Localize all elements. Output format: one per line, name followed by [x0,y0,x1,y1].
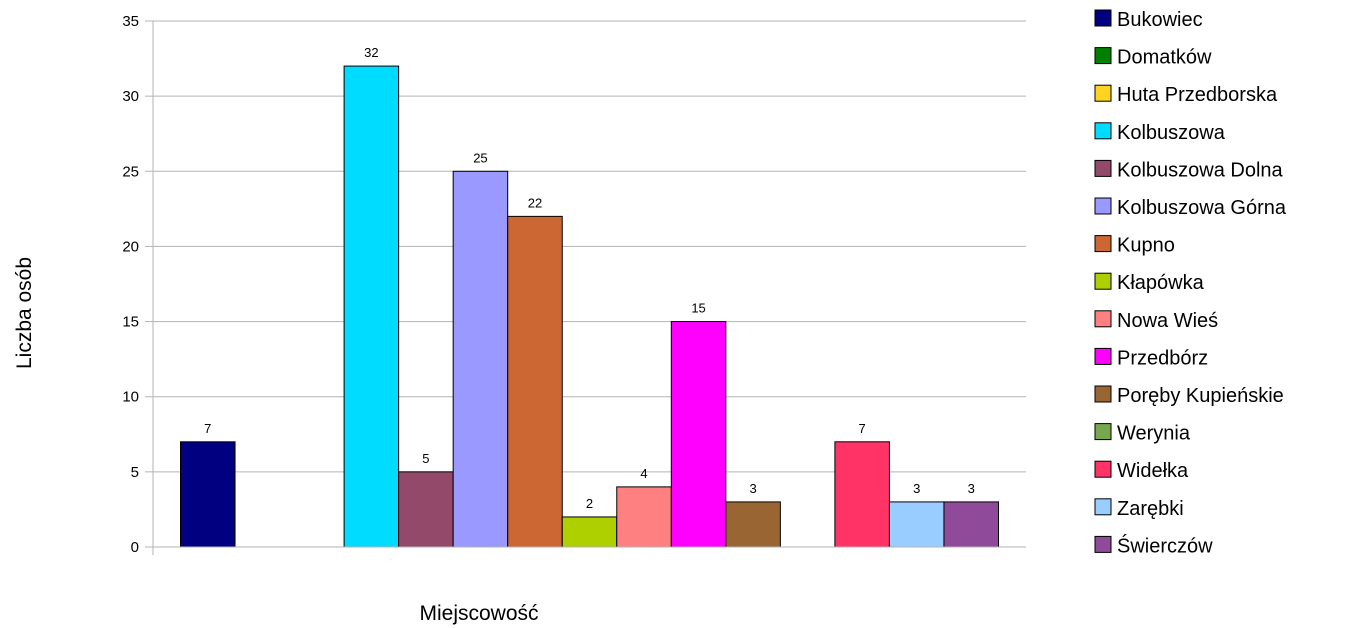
legend: Bukowiec Domatków Huta Przedborska Kolbuszo… [1094,9,1287,557]
y-tick-label: 0 [131,539,139,556]
data-label: 7 [204,421,211,436]
gridlines [153,20,1026,548]
y-tick-label: 15 [122,314,139,331]
bar-kolbuszowa-górna [452,170,509,548]
data-label: 15 [691,301,705,316]
bar-świerczów [943,501,1000,548]
x-axis-title: Miejscowość [419,602,538,625]
y-axis-ticks: 0 5 10 15 20 25 30 35 [122,13,153,556]
legend-swatch [1094,498,1112,516]
bar-zarębki [888,501,945,548]
bar-kolbuszowa-dolna [398,471,454,548]
y-tick-label: 10 [122,389,139,406]
legend-label: Huta Przedborska [1117,84,1278,106]
y-axis-title: Liczba osób [13,257,36,369]
legend-label: Kolbuszowa Górna [1117,197,1287,219]
legend-label: Domatków [1117,47,1212,69]
data-label: 25 [473,150,487,165]
legend-swatch [1094,423,1112,441]
y-tick-label: 30 [122,88,139,105]
legend-label: Kłapówka [1117,272,1205,294]
legend-swatch [1094,385,1112,403]
legend-swatch [1094,347,1112,365]
legend-swatch [1094,47,1112,65]
y-tick-label: 25 [122,163,139,180]
legend-label: Przedbórz [1117,347,1208,369]
legend-swatch [1094,159,1112,177]
y-tick-label: 35 [122,13,139,30]
legend-swatch [1094,460,1112,478]
data-label: 22 [528,195,542,210]
legend-swatch [1094,272,1112,290]
bar-poręby-kupieńskie [725,501,781,548]
legend-label: Kolbuszowa Dolna [1117,159,1284,181]
legend-label: Bukowiec [1117,9,1203,31]
data-label: 32 [364,45,378,60]
y-tick-label: 5 [131,464,139,481]
legend-swatch [1094,235,1112,253]
legend-label: Poręby Kupieńskie [1117,385,1284,407]
y-tick-label: 20 [122,238,139,255]
data-label: 4 [640,466,647,481]
legend-label: Świerczów [1117,533,1213,557]
legend-swatch [1094,122,1112,140]
legend-label: Kupno [1117,235,1175,257]
data-label: 7 [859,421,866,436]
bar-widełka [834,441,890,548]
legend-swatch [1094,197,1112,215]
legend-swatch [1094,310,1112,328]
axes [152,21,1026,555]
legend-label: Zarębki [1117,498,1184,520]
legend-swatch [1094,84,1112,102]
legend-label: Nowa Wieś [1117,310,1218,332]
bar-przedbórz [670,321,727,548]
bar-kolbuszowa [343,65,400,548]
bar-nowa-wieś [616,486,672,548]
legend-label: Kolbuszowa [1117,122,1226,144]
data-label: 2 [586,496,593,511]
data-label: 3 [968,481,975,496]
data-label: 5 [422,451,429,466]
data-label: 3 [749,481,756,496]
bar-kłapówka [561,516,618,548]
bars [180,65,1000,548]
data-label: 3 [913,481,920,496]
bar-kupno [507,215,563,548]
legend-swatch [1094,9,1112,27]
legend-swatch [1094,535,1112,553]
bar-bukowiec [180,441,236,548]
legend-label: Widełka [1117,460,1189,482]
legend-label: Werynia [1117,423,1191,445]
